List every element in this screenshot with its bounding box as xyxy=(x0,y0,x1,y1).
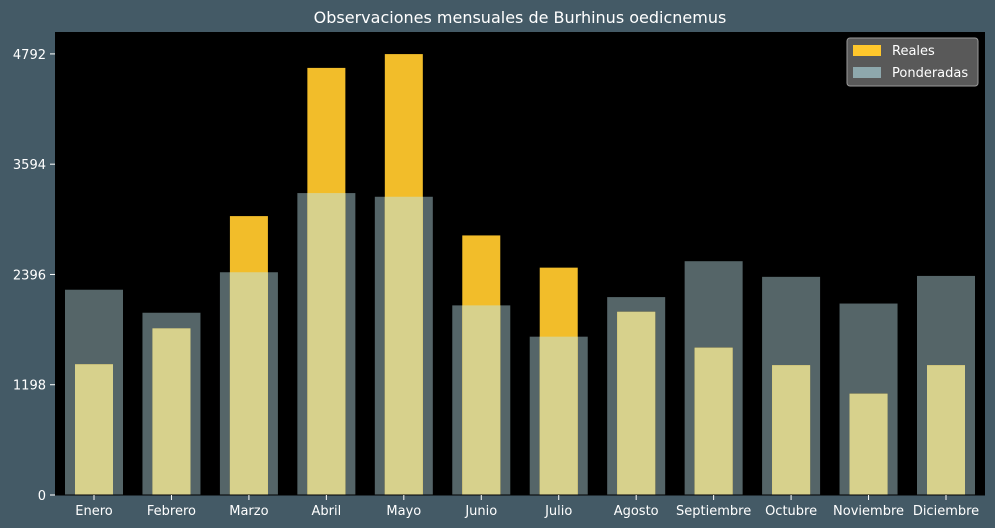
overlap-bar-mayo xyxy=(384,196,423,495)
legend-label-reales: Reales xyxy=(892,44,935,59)
x-tick-label: Diciembre xyxy=(913,504,979,519)
legend-label-ponderadas: Ponderadas xyxy=(892,66,968,81)
overlap-bar-septiembre xyxy=(694,347,733,495)
x-tick-label: Abril xyxy=(312,504,342,519)
legend: Reales Ponderadas xyxy=(846,37,979,87)
plot-area xyxy=(55,32,985,495)
chart-title: Observaciones mensuales de Burhinus oedi… xyxy=(314,8,727,27)
overlap-bar-agosto xyxy=(617,311,656,495)
x-tick-label: Febrero xyxy=(147,504,196,519)
x-tick-label: Marzo xyxy=(229,504,268,519)
x-tick-label: Junio xyxy=(464,504,497,519)
overlap-bar-junio xyxy=(462,305,501,495)
x-tick-label: Enero xyxy=(75,504,113,519)
overlap-bar-febrero xyxy=(152,328,191,495)
overlap-bar-octubre xyxy=(772,365,811,495)
y-tick-label: 3594 xyxy=(13,158,46,173)
overlap-bar-abril xyxy=(307,193,346,495)
legend-swatch-ponderadas xyxy=(853,67,881,78)
y-tick-label: 2396 xyxy=(13,268,46,283)
x-tick-label: Mayo xyxy=(386,504,421,519)
x-tick-label: Julio xyxy=(544,504,572,519)
y-tick-label: 4792 xyxy=(13,48,46,63)
overlap-bar-enero xyxy=(75,364,113,495)
y-tick-label: 0 xyxy=(38,489,46,504)
overlap-bar-marzo xyxy=(229,272,268,495)
x-tick-label: Agosto xyxy=(614,504,659,519)
overlap-bar-diciembre xyxy=(927,365,965,495)
x-axis: Enero Febrero Marzo Abril Mayo Junio Julio Agos… xyxy=(75,495,979,519)
y-axis: 0 1198 2396 3594 4792 xyxy=(13,48,55,504)
x-tick-label: Octubre xyxy=(765,504,817,519)
overlap-bar-julio xyxy=(539,336,578,495)
overlap-bar-noviembre xyxy=(849,393,888,495)
x-tick-label: Septiembre xyxy=(676,504,751,519)
x-tick-label: Noviembre xyxy=(833,504,904,519)
reales-series xyxy=(75,54,965,495)
legend-swatch-reales xyxy=(853,45,881,56)
y-tick-label: 1198 xyxy=(13,379,46,394)
